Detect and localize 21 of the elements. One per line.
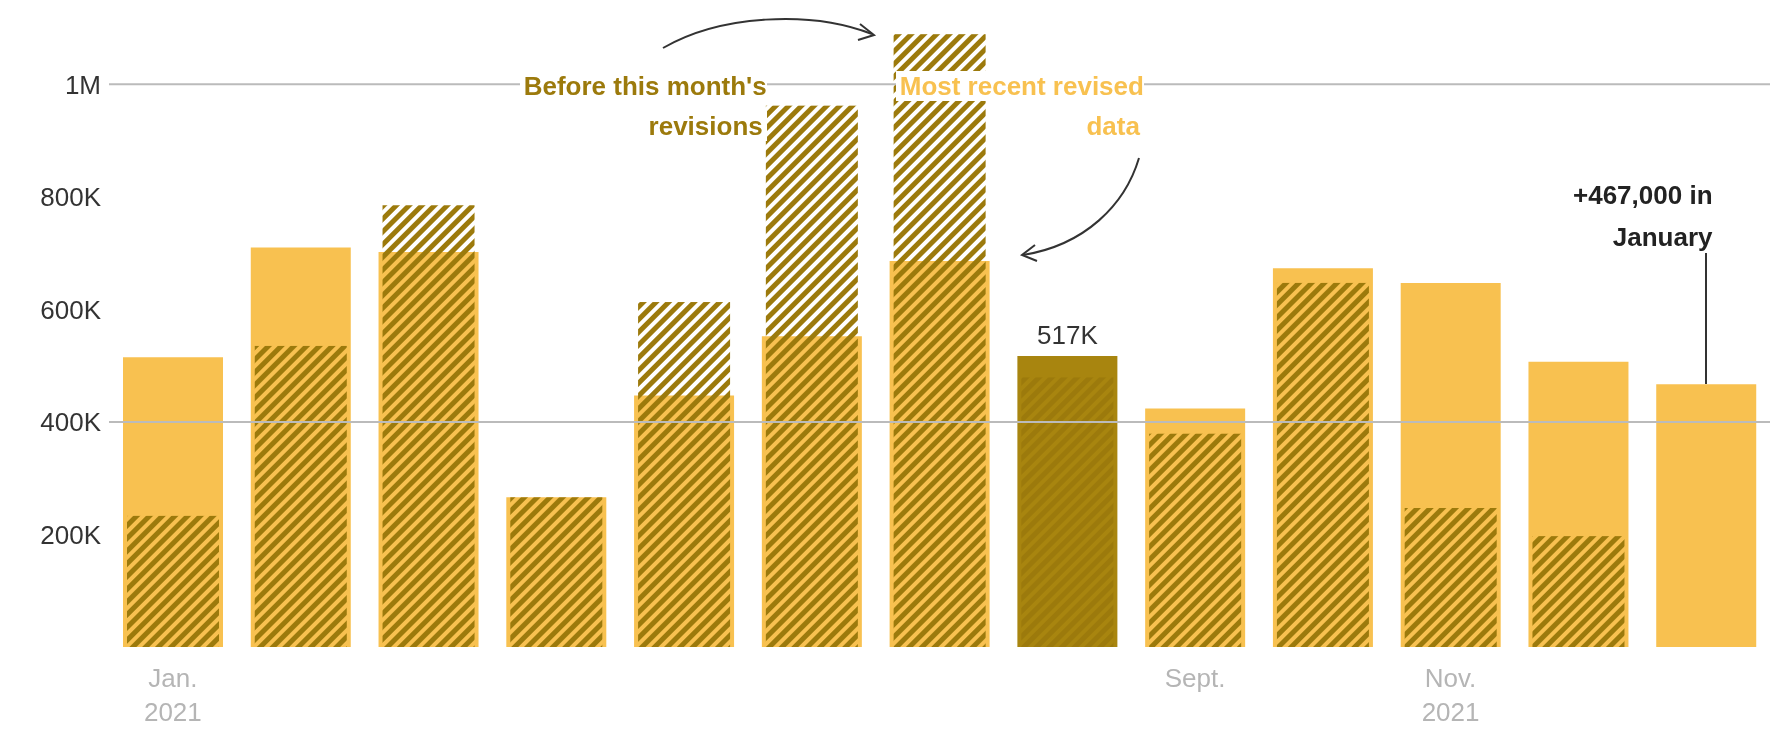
bar [382,205,475,647]
annotation: +467,000 in January [1572,179,1713,255]
x-tick-label: Sept. [1164,663,1226,693]
bar [1149,433,1242,647]
bar [1656,384,1757,647]
data-label: 517K [1037,320,1099,351]
bar [765,105,858,647]
y-tick-label: 1M [64,69,101,100]
x-tick-label: Nov. 2021 [1421,663,1480,727]
bar [254,345,347,647]
bar [638,302,731,647]
text: Most recent revised data [895,71,1144,142]
y-tick-label: 600K [40,294,102,325]
y-tick-label: 800K [40,182,102,213]
bar [1404,508,1497,647]
bar [127,515,219,647]
series-label: Before this month's revisions [519,71,767,142]
y-tick-label: 200K [40,519,102,550]
y-tick-label: 400K [40,407,102,438]
bar [1532,536,1625,647]
x-tick-label: Jan. 2021 [143,663,202,727]
